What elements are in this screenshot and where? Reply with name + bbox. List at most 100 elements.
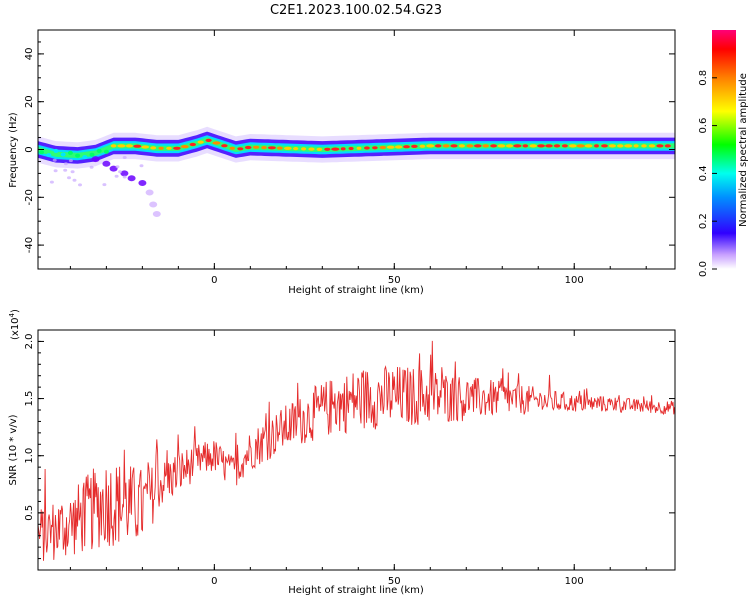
y-tick-label: 1.0 bbox=[24, 448, 35, 464]
ridge-hotspot bbox=[450, 144, 458, 148]
ridge-hotspot bbox=[166, 146, 172, 150]
scatter-spot bbox=[52, 158, 57, 162]
snr-xlabel: Height of straight line (km) bbox=[288, 585, 424, 596]
ridge-hotspot bbox=[434, 144, 442, 148]
scatter-spot bbox=[72, 178, 77, 182]
snr-axes: 0 50 100 0.5 1.0 1.5 2.0 bbox=[24, 330, 675, 587]
ridge-hotspot bbox=[458, 144, 465, 148]
y-tick-label: 20 bbox=[24, 95, 35, 108]
ridge-hotspot bbox=[617, 144, 624, 148]
tail-spot bbox=[91, 156, 100, 163]
ridge-hotspot bbox=[466, 144, 474, 148]
ridge-hotspot bbox=[513, 144, 522, 148]
ridge-hotspot bbox=[648, 144, 656, 148]
ridge-hotspot bbox=[340, 147, 346, 151]
cluster-spot bbox=[82, 155, 88, 160]
scatter-spot bbox=[118, 170, 123, 174]
ridge-hotspot bbox=[331, 147, 340, 151]
scatter-spot bbox=[89, 165, 94, 169]
snr-panel: 0 50 100 0.5 1.0 1.5 2.0 Height of straight li… bbox=[8, 309, 676, 596]
colorbar-gradient bbox=[712, 30, 736, 269]
ridge-band-green bbox=[38, 137, 675, 159]
ridge-hotspot bbox=[529, 144, 537, 148]
ridge-hotspot bbox=[561, 144, 568, 148]
scatter-spot bbox=[115, 165, 120, 169]
ridge-hotspot bbox=[348, 146, 354, 151]
ridge-hotspot bbox=[125, 144, 133, 148]
colorbar-label: Normalized spectral amplitude bbox=[738, 73, 749, 227]
colorbar: 0.0 0.2 0.4 0.6 0.8 Normalized spectral ampl… bbox=[698, 30, 749, 277]
scatter-spot bbox=[114, 174, 119, 178]
ridge-hotspot bbox=[261, 146, 267, 150]
y-tick-label: 40 bbox=[24, 48, 35, 61]
ridge-hotspot bbox=[545, 144, 553, 148]
ridge-hotspot bbox=[221, 144, 228, 148]
ridge-hotspot bbox=[356, 146, 362, 150]
ridge-hotspot bbox=[267, 146, 276, 150]
ridge-hotspot bbox=[180, 145, 189, 149]
x-tick-label: 100 bbox=[565, 576, 584, 587]
colorbar-tick-label: 0.6 bbox=[698, 118, 709, 134]
ridge-hotspot bbox=[664, 144, 671, 148]
ridge-hotspot bbox=[244, 145, 252, 150]
ridge-hotspot bbox=[656, 144, 664, 148]
scatter-spot bbox=[139, 164, 144, 168]
ridge-hotspot bbox=[419, 144, 426, 148]
ridge-hotspot bbox=[158, 146, 164, 150]
spectrogram-xlabel: Height of straight line (km) bbox=[288, 285, 424, 296]
cluster-spot bbox=[89, 152, 95, 157]
ridge-hotspot bbox=[316, 147, 323, 151]
scatter-spot bbox=[102, 183, 107, 187]
ridge-hotspot bbox=[522, 144, 529, 148]
scatter-spot bbox=[63, 162, 68, 166]
chart-title: C2E1.2023.100.02.54.G23 bbox=[270, 3, 442, 18]
ridge-hotspot bbox=[150, 146, 157, 150]
scatter-spot bbox=[68, 159, 73, 163]
scatter-spot bbox=[70, 170, 75, 174]
ridge-hotspot bbox=[474, 144, 482, 148]
colorbar-tick-label: 0.0 bbox=[698, 261, 709, 277]
ridge-hotspot bbox=[505, 144, 514, 148]
ridge-hotspot bbox=[189, 142, 196, 147]
colorbar-tick-label: 0.8 bbox=[698, 70, 709, 86]
tail-spot bbox=[127, 175, 136, 182]
ridge-hotspot bbox=[490, 144, 497, 148]
ridge-hotspot bbox=[293, 147, 299, 151]
y-tick-label: 0 bbox=[24, 146, 35, 152]
ridge-hotspot bbox=[229, 146, 235, 150]
tail-spot bbox=[138, 180, 147, 186]
ridge-hotspot bbox=[324, 147, 331, 151]
ridge-hotspot bbox=[403, 145, 410, 149]
ridge-hotspot bbox=[173, 146, 181, 150]
ridge-hotspot bbox=[276, 146, 283, 150]
ridge-hotspot bbox=[212, 141, 221, 145]
ridge-hotspot bbox=[641, 144, 647, 148]
scatter-spot bbox=[53, 169, 58, 173]
cluster-spot bbox=[60, 152, 66, 157]
tail-spot bbox=[152, 211, 161, 217]
ridge-hotspot bbox=[141, 145, 150, 149]
spectrogram-panel: 0 50 100 40 20 0 -20 -40 Height of straight lin… bbox=[8, 29, 676, 296]
ridge-hotspot bbox=[372, 146, 378, 150]
x-tick-label: 50 bbox=[388, 576, 401, 587]
x-tick-label: 0 bbox=[211, 576, 217, 587]
ridge-hotspot bbox=[301, 147, 307, 151]
y-tick-label: 0.5 bbox=[24, 505, 35, 521]
ridge-hotspot bbox=[394, 145, 403, 149]
scatter-spot bbox=[67, 176, 71, 180]
snr-frame bbox=[37, 329, 676, 571]
tail-spot bbox=[102, 160, 111, 167]
spectrogram-ylabel: Frequency (Hz) bbox=[8, 112, 19, 188]
y-tick-label: 1.5 bbox=[24, 391, 35, 407]
colorbar-ticks: 0.0 0.2 0.4 0.6 0.8 bbox=[698, 70, 717, 277]
ridge-hotspot bbox=[553, 144, 561, 148]
ridge-hotspot bbox=[442, 144, 450, 148]
ridge-hotspot bbox=[386, 145, 395, 149]
ridge-hotspot bbox=[497, 144, 506, 148]
svg-text:(x104): (x104) bbox=[8, 309, 21, 340]
ridge-hotspot bbox=[624, 144, 633, 148]
ridge-hotspot bbox=[594, 144, 599, 148]
snr-scale-note: (x104) bbox=[8, 309, 21, 340]
ridge-hotspot bbox=[584, 144, 593, 148]
x-tick-label: 50 bbox=[388, 275, 401, 286]
